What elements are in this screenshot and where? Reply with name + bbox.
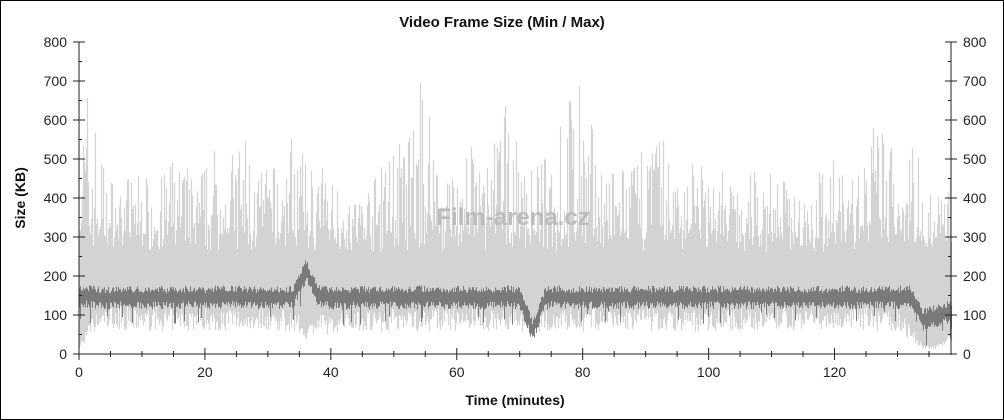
y-tick-label-left: 500 — [44, 151, 68, 167]
y-tick-label-right: 800 — [963, 34, 987, 50]
y-tick-label-right: 100 — [963, 307, 987, 323]
y-tick-label-left: 400 — [44, 190, 68, 206]
watermark-text: Film-arena.cz — [436, 204, 589, 231]
x-tick-label: 20 — [197, 364, 213, 380]
y-axis-label: Size (KB) — [12, 167, 28, 228]
y-tick-label-left: 200 — [44, 268, 68, 284]
y-tick-label-right: 700 — [963, 73, 987, 89]
x-tick-label: 60 — [449, 364, 465, 380]
y-tick-label-left: 800 — [44, 34, 68, 50]
x-tick-label: 80 — [575, 364, 591, 380]
y-tick-label-right: 0 — [963, 346, 971, 362]
x-tick-label: 0 — [75, 364, 83, 380]
y-tick-label-right: 500 — [963, 151, 987, 167]
y-tick-label-left: 0 — [59, 346, 67, 362]
x-tick-label: 40 — [323, 364, 339, 380]
y-tick-label-left: 300 — [44, 229, 68, 245]
y-tick-label-right: 200 — [963, 268, 987, 284]
y-tick-label-left: 100 — [44, 307, 68, 323]
y-tick-label-right: 300 — [963, 229, 987, 245]
x-axis-label: Time (minutes) — [465, 392, 564, 408]
chart-title: Video Frame Size (Min / Max) — [399, 14, 605, 31]
x-tick-label: 100 — [697, 364, 721, 380]
y-tick-label-right: 600 — [963, 112, 987, 128]
y-tick-label-right: 400 — [963, 190, 987, 206]
y-tick-label-left: 600 — [44, 112, 68, 128]
y-tick-label-left: 700 — [44, 73, 68, 89]
x-tick-label: 120 — [823, 364, 847, 380]
